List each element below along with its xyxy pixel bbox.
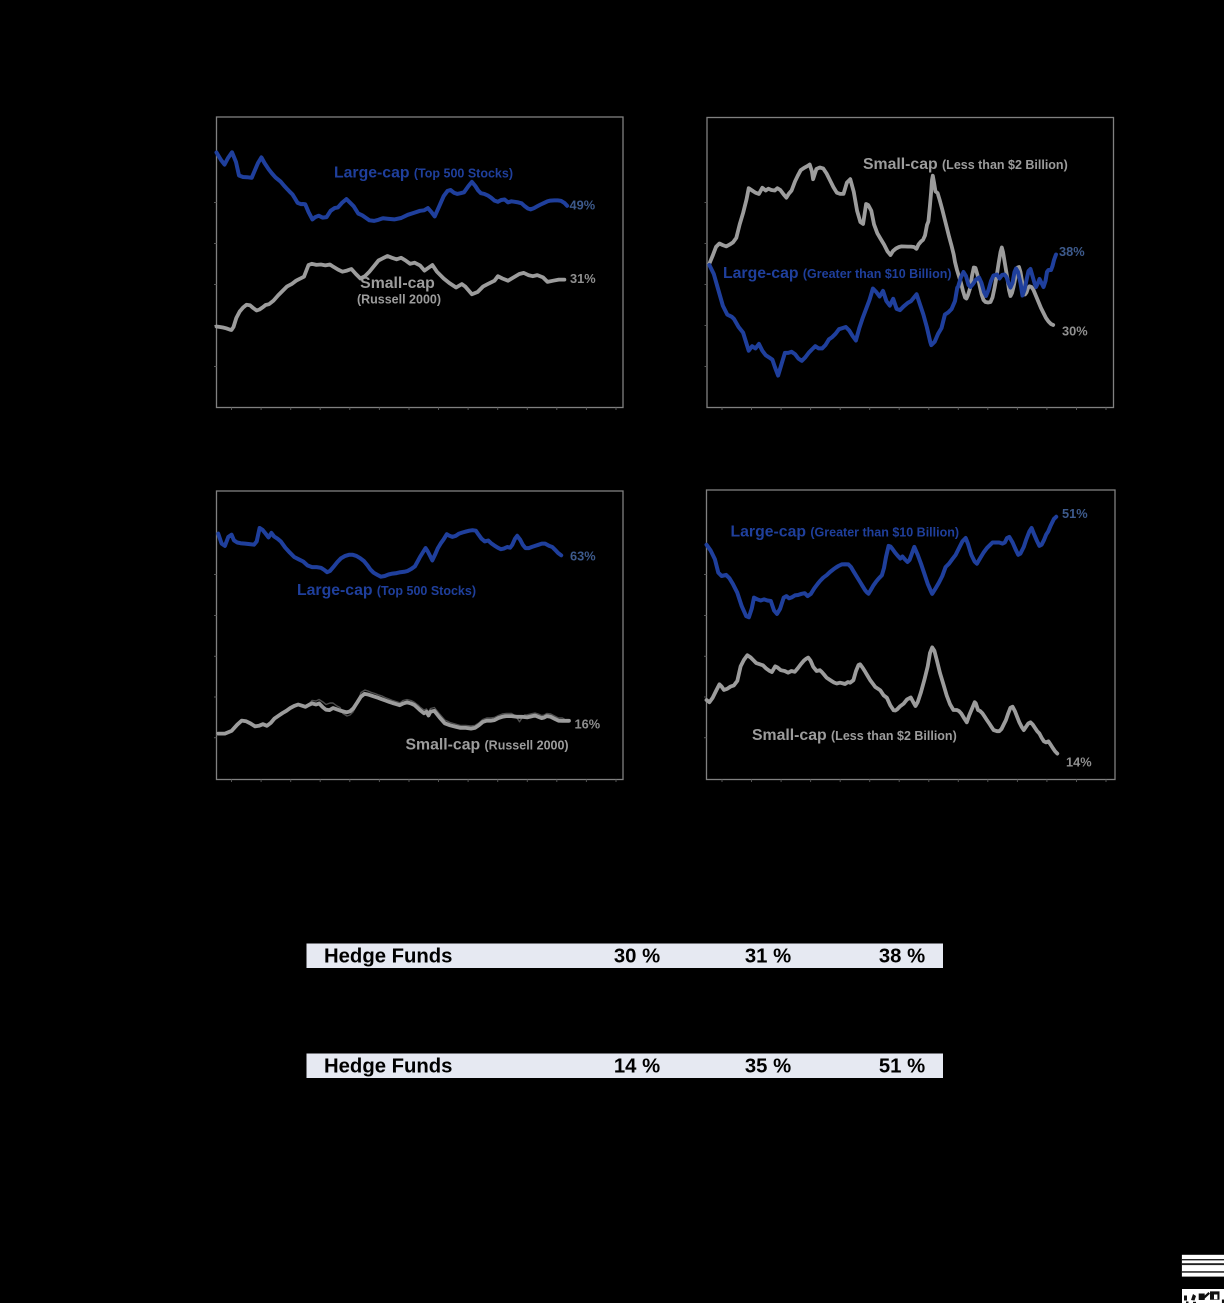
svg-text:14 %: 14 % [614, 1056, 660, 1078]
svg-text:Small-cap (Less than $2 Billio: Small-cap (Less than $2 Billion) [752, 727, 957, 744]
svg-text:49%: 49% [570, 198, 596, 213]
svg-text:Large-cap (Greater than $10 Bi: Large-cap (Greater than $10 Billion) [731, 524, 960, 541]
svg-text:Hedge Funds: Hedge Funds [324, 1056, 452, 1078]
svg-text:30 %: 30 % [614, 946, 660, 968]
svg-text:38%: 38% [1059, 244, 1085, 259]
svg-text:63%: 63% [570, 549, 596, 564]
svg-text:51%: 51% [1062, 506, 1088, 521]
svg-text:Small-cap (Less than $2 Billio: Small-cap (Less than $2 Billion) [863, 156, 1068, 173]
svg-text:(Russell 2000): (Russell 2000) [357, 293, 441, 307]
svg-text:51 %: 51 % [879, 1056, 925, 1078]
svg-text:31 %: 31 % [745, 946, 791, 968]
svg-text:35 %: 35 % [745, 1056, 791, 1078]
svg-text:Large-cap (Top 500 Stocks): Large-cap (Top 500 Stocks) [297, 582, 476, 599]
svg-text:Hedge Funds: Hedge Funds [324, 946, 452, 968]
svg-text:Large-cap (Top 500 Stocks): Large-cap (Top 500 Stocks) [334, 165, 513, 182]
svg-text:38 %: 38 % [879, 946, 925, 968]
svg-text:16%: 16% [575, 717, 601, 732]
svg-text:14%: 14% [1066, 755, 1092, 770]
svg-text:30%: 30% [1062, 324, 1088, 339]
svg-text:31%: 31% [570, 271, 596, 286]
svg-text:Small-cap (Russell 2000): Small-cap (Russell 2000) [406, 737, 569, 754]
svg-text:Large-cap (Greater than $10 Bi: Large-cap (Greater than $10 Billion) [723, 265, 952, 282]
svg-text:Small-cap: Small-cap [360, 275, 435, 292]
